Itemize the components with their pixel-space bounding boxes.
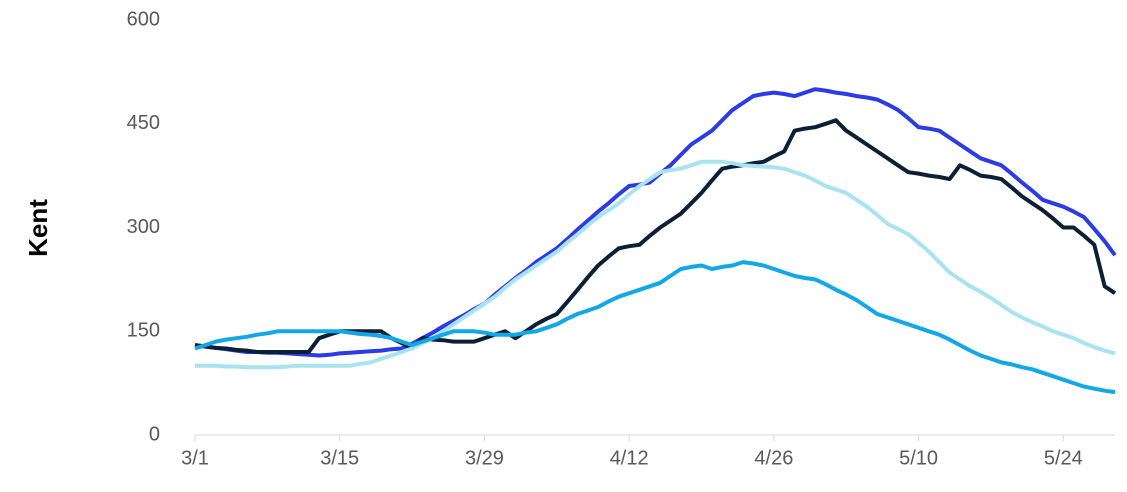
y-axis-title: Kent bbox=[23, 199, 53, 257]
y-tick-label: 600 bbox=[127, 8, 160, 30]
series-line bbox=[194, 260, 1116, 395]
x-tick-label: 3/1 bbox=[181, 447, 209, 469]
y-tick-label: 0 bbox=[149, 423, 160, 445]
x-tick-label: 3/29 bbox=[465, 447, 504, 469]
y-tick-label: 300 bbox=[127, 216, 160, 238]
x-tick-label: 3/15 bbox=[320, 447, 359, 469]
y-tick-label: 450 bbox=[127, 112, 160, 134]
series-line bbox=[195, 159, 1116, 370]
series-line bbox=[194, 87, 1117, 358]
x-tick-label: 4/26 bbox=[754, 447, 793, 469]
x-tick-label: 5/10 bbox=[899, 447, 938, 469]
x-tick-label: 4/12 bbox=[610, 447, 649, 469]
x-tick-label: 5/24 bbox=[1044, 447, 1083, 469]
y-tick-label: 150 bbox=[127, 320, 160, 342]
